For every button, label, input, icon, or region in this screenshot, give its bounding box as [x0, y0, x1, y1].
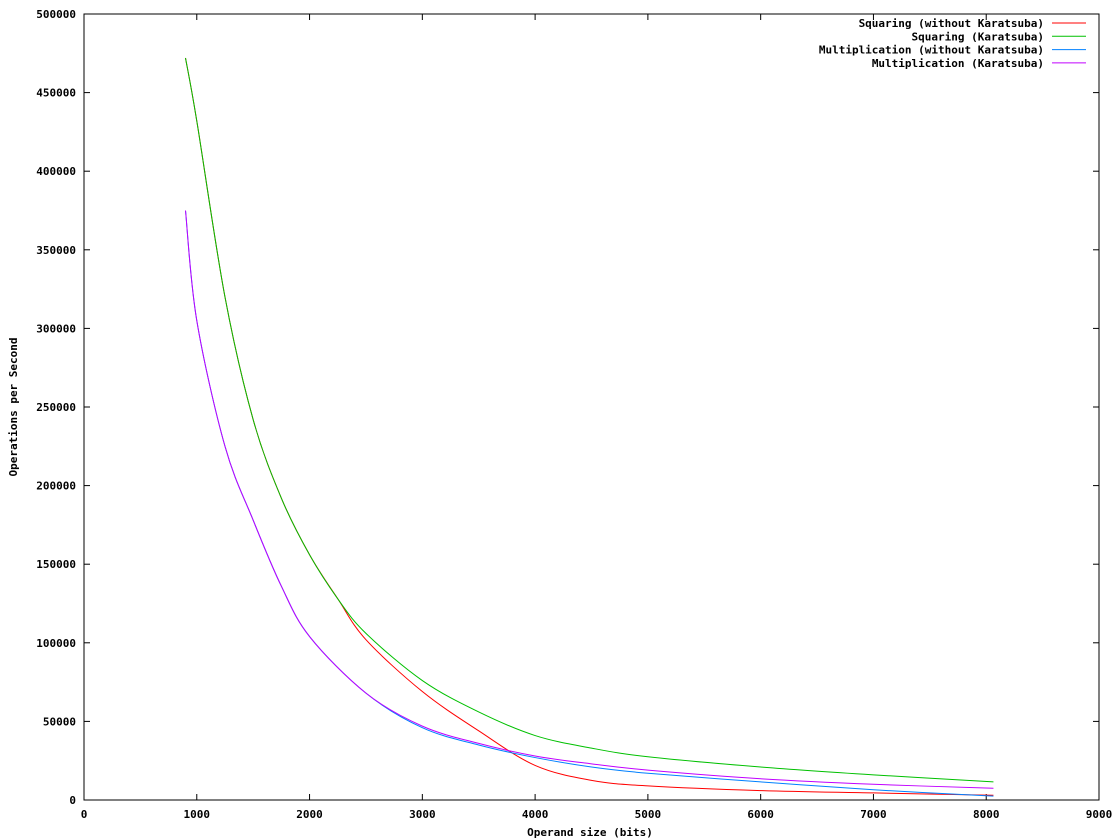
x-tick-label: 0 — [81, 808, 88, 821]
legend-label: Squaring (without Karatsuba) — [859, 17, 1044, 30]
y-tick-label: 0 — [69, 794, 76, 807]
x-tick-label: 4000 — [522, 808, 549, 821]
x-tick-label: 6000 — [747, 808, 774, 821]
axes: 0 1000 2000 3000 4000 5000 6000 7000 8000 9000 0 50… — [36, 8, 1112, 821]
plot-frame — [83, 13, 1100, 801]
series-line-4 — [185, 210, 994, 789]
legend-label: Multiplication (Karatsuba) — [872, 57, 1044, 70]
legend-label: Multiplication (without Karatsuba) — [819, 44, 1044, 57]
y-tick-label: 400000 — [36, 165, 76, 178]
y-tick-label: 450000 — [36, 87, 76, 100]
x-tick-label: 3000 — [409, 808, 436, 821]
series-lines — [185, 57, 994, 797]
x-tick-label: 8000 — [973, 808, 1000, 821]
series-line-2 — [185, 57, 994, 783]
x-tick-label: 1000 — [184, 808, 211, 821]
x-tick-label: 2000 — [296, 808, 323, 821]
y-tick-label: 500000 — [36, 8, 76, 21]
x-tick-label: 7000 — [860, 808, 887, 821]
y-tick-label: 100000 — [36, 637, 76, 650]
y-tick-label: 250000 — [36, 401, 76, 414]
y-tick-label: 350000 — [36, 244, 76, 257]
y-tick-label: 300000 — [36, 322, 76, 335]
y-tick-label: 50000 — [43, 715, 76, 728]
legend-label: Squaring (Karatsuba) — [912, 30, 1044, 43]
series-line-1 — [185, 57, 994, 796]
legend: Squaring (without Karatsuba)Squaring (Ka… — [819, 17, 1086, 70]
y-tick-label: 150000 — [36, 558, 76, 571]
x-tick-label: 5000 — [635, 808, 662, 821]
y-axis-label: Operations per Second — [7, 337, 20, 476]
series-line-3 — [185, 210, 994, 797]
x-tick-label: 9000 — [1086, 808, 1113, 821]
x-axis-label: Operand size (bits) — [527, 826, 653, 839]
y-tick-label: 200000 — [36, 480, 76, 493]
